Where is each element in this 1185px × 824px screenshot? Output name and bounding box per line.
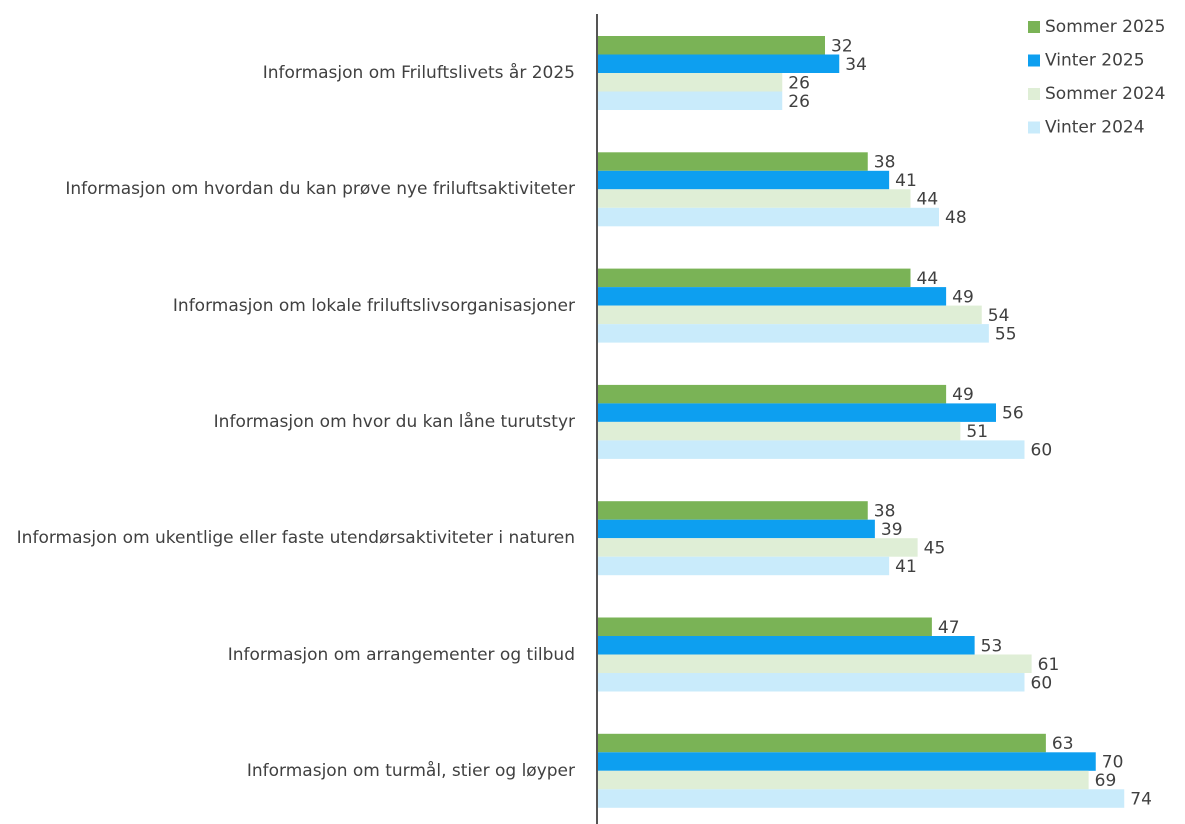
value-label: 47: [938, 618, 960, 638]
category-label: Informasjon om hvordan du kan prøve nye …: [65, 179, 575, 200]
bar: [597, 189, 911, 208]
bar: [597, 556, 890, 576]
legend-label: Sommer 2024: [1045, 84, 1165, 104]
value-label: 41: [895, 171, 917, 191]
category-label-box: Informasjon om turmål, stier og løyper: [247, 734, 575, 808]
value-label: 51: [966, 422, 988, 442]
legend-label: Vinter 2025: [1045, 51, 1145, 71]
bar: [597, 287, 947, 306]
value-label: 56: [1002, 404, 1024, 424]
category-label: Informasjon om lokale friluftslivsorgani…: [172, 295, 575, 316]
bar: [597, 403, 996, 422]
value-label: 34: [845, 55, 867, 75]
legend-label: Sommer 2025: [1045, 17, 1165, 37]
bar: [597, 54, 840, 73]
legend-swatch: [1028, 21, 1040, 33]
legend-label: Vinter 2024: [1045, 118, 1145, 138]
bar: [597, 36, 825, 55]
bar: [597, 73, 783, 92]
bar: [597, 268, 911, 288]
bar: [597, 440, 1025, 459]
value-label: 48: [945, 208, 967, 228]
bar: [597, 752, 1096, 771]
category-label: Informasjon om arrangementer og tilbud: [227, 644, 575, 665]
category-label: Informasjon om Friluftslivets år 2025: [262, 63, 575, 83]
bar: [597, 770, 1089, 790]
value-label: 32: [831, 36, 853, 56]
bar: [597, 324, 989, 343]
value-label: 41: [895, 557, 917, 577]
bar: [597, 91, 783, 110]
value-label: 45: [924, 538, 946, 558]
bar: [597, 789, 1125, 808]
bar: [597, 673, 1025, 692]
bar: [597, 207, 939, 227]
value-label: 61: [1038, 655, 1060, 675]
bar: [597, 501, 868, 520]
value-label: 54: [988, 306, 1010, 326]
category-label: Informasjon om ukentlige eller faste ute…: [16, 528, 575, 549]
category-label-box: Informasjon om arrangementer og tilbud: [228, 618, 575, 692]
bar: [597, 654, 1032, 673]
value-label: 49: [952, 287, 974, 307]
value-label: 69: [1095, 771, 1117, 791]
value-label: 55: [995, 324, 1017, 344]
value-label: 44: [917, 190, 939, 210]
value-label: 26: [788, 92, 810, 112]
category-label-box: Informasjon om hvordan du kan prøve nye …: [65, 152, 575, 226]
value-label: 38: [874, 501, 896, 521]
bar: [597, 170, 890, 190]
bar: [597, 384, 947, 404]
category-label-box: Informasjon om hvor du kan låne turutsty…: [214, 385, 575, 459]
value-label: 39: [881, 520, 903, 540]
bar: [597, 519, 875, 539]
bar: [597, 538, 918, 557]
legend-swatch: [1028, 121, 1040, 134]
value-label: 63: [1052, 734, 1074, 754]
value-label: 44: [917, 269, 939, 289]
value-label: 53: [981, 636, 1003, 656]
value-label: 74: [1130, 790, 1152, 810]
value-label: 60: [1031, 441, 1053, 461]
value-label: 70: [1102, 753, 1124, 773]
value-label: 60: [1031, 673, 1053, 693]
category-label-box: Informasjon om ukentlige eller faste ute…: [17, 501, 575, 575]
bar: [597, 152, 868, 171]
legend-swatch: [1028, 88, 1040, 100]
value-label: 26: [788, 73, 810, 93]
bar: [597, 617, 932, 636]
value-label: 49: [952, 385, 974, 405]
bar: [597, 305, 982, 325]
category-label: Informasjon om turmål, stier og løyper: [246, 760, 575, 781]
bar: [597, 636, 975, 655]
value-label: 38: [874, 153, 896, 173]
legend-swatch: [1028, 54, 1040, 67]
bar: [597, 421, 961, 441]
bar: [597, 733, 1046, 753]
category-label-box: Informasjon om lokale friluftslivsorgani…: [173, 269, 575, 343]
category-label-box: Informasjon om Friluftslivets år 2025: [263, 36, 575, 110]
category-label: Informasjon om hvor du kan låne turutsty…: [213, 411, 575, 432]
